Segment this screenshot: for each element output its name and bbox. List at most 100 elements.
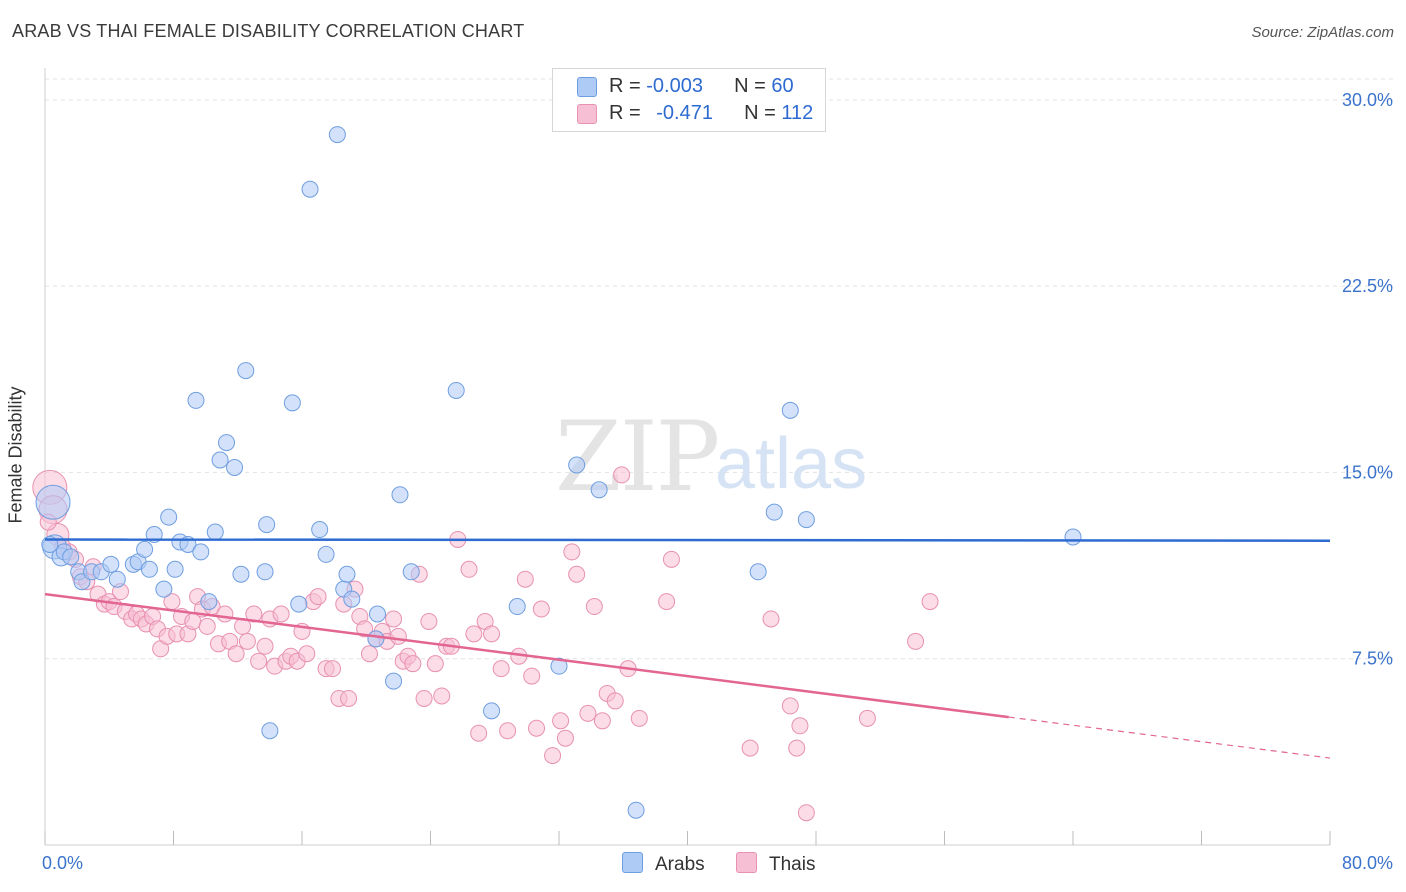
- arab-point: [283, 394, 301, 412]
- thai-point: [360, 645, 378, 663]
- arab-point: [62, 548, 80, 566]
- thai-point: [385, 610, 403, 628]
- y-tick-label-0: 7.5%: [1352, 649, 1393, 669]
- arabs-swatch: [577, 77, 597, 97]
- legend-item-arabs[interactable]: Arabs: [622, 852, 705, 876]
- arab-point: [166, 560, 184, 578]
- arab-point: [328, 126, 346, 144]
- thai-point: [797, 804, 815, 822]
- arab-point: [261, 722, 279, 740]
- thai-point: [433, 687, 451, 705]
- arabs-r-value: -0.003: [646, 75, 703, 97]
- thai-point: [532, 600, 550, 618]
- arab-point: [140, 560, 158, 578]
- arab-point: [136, 540, 154, 558]
- thai-point: [415, 689, 433, 707]
- thai-point: [298, 645, 316, 663]
- arab-point: [367, 630, 385, 648]
- arab-point: [232, 565, 250, 583]
- thai-point: [309, 588, 327, 606]
- thai-point: [250, 652, 268, 670]
- thai-point: [579, 704, 597, 722]
- thais-swatch: [577, 104, 597, 124]
- thai-point: [921, 593, 939, 611]
- thai-point: [788, 739, 806, 757]
- arab-point: [343, 590, 361, 608]
- thai-point: [544, 747, 562, 765]
- axes: [44, 68, 1331, 846]
- arab-point: [483, 702, 501, 720]
- thai-point: [426, 655, 444, 673]
- arab-point: [290, 595, 308, 613]
- arab-point: [187, 391, 205, 409]
- chart-title: ARAB VS THAI FEMALE DISABILITY CORRELATI…: [12, 21, 525, 41]
- arab-point: [550, 657, 568, 675]
- arab-point: [508, 598, 526, 616]
- x-tick-label-min: 0.0%: [42, 853, 83, 873]
- thai-point: [465, 625, 483, 643]
- arabs-legend-label: Arabs: [655, 854, 705, 875]
- thai-point: [420, 612, 438, 630]
- arabs-points: [35, 126, 1082, 819]
- arab-point: [447, 381, 465, 399]
- thai-point: [470, 724, 488, 742]
- thai-point: [741, 739, 759, 757]
- thais-r-value: -0.471: [656, 102, 713, 124]
- thai-point: [272, 605, 290, 623]
- thai-point: [324, 660, 342, 678]
- arab-point: [781, 401, 799, 419]
- thai-point: [492, 660, 510, 678]
- thai-point: [227, 645, 245, 663]
- thai-point: [523, 667, 541, 685]
- arab-point: [211, 451, 229, 469]
- thai-point: [483, 625, 501, 643]
- thai-point: [404, 655, 422, 673]
- thai-point: [460, 560, 478, 578]
- arab-point: [226, 458, 244, 476]
- thai-point: [516, 570, 534, 588]
- stats-legend: R = -0.003 N = 60 R = -0.471 N = 112: [552, 68, 826, 132]
- arab-point: [206, 523, 224, 541]
- thais-legend-label: Thais: [769, 854, 816, 875]
- arabs-legend-swatch: [622, 852, 643, 873]
- thai-point: [762, 610, 780, 628]
- thai-point: [216, 605, 234, 623]
- stats-text-arabs: R = -0.003 N = 60: [609, 75, 794, 97]
- arab-point: [102, 555, 120, 573]
- arab-trend-line: [44, 538, 1331, 542]
- thais-n-value: 112: [781, 102, 814, 124]
- arab-point: [311, 521, 329, 539]
- arab-point: [402, 563, 420, 581]
- y-axis-label: Female Disability: [5, 386, 26, 524]
- thai-point: [528, 719, 546, 737]
- stats-text-thais: R = -0.471 N = 112: [609, 102, 814, 124]
- thai-point: [613, 466, 631, 484]
- thai-point: [256, 637, 274, 655]
- watermark-zip: ZIP: [555, 401, 718, 513]
- thai-point: [630, 709, 648, 727]
- thai-point: [556, 729, 574, 747]
- thai-point: [499, 722, 517, 740]
- x-tick-label-max: 80.0%: [1342, 853, 1393, 873]
- arab-point: [237, 362, 255, 380]
- legend-item-thais[interactable]: Thais: [736, 852, 815, 876]
- arab-point: [391, 486, 409, 504]
- arab-point: [568, 456, 586, 474]
- tick-labels: 7.5% 15.0% 22.5% 30.0% 0.0% 80.0%: [42, 90, 1393, 873]
- arab-point: [218, 434, 236, 452]
- trend-lines: [44, 538, 1331, 759]
- arab-point: [368, 605, 386, 623]
- thai-point: [585, 598, 603, 616]
- arab-point: [765, 503, 783, 521]
- thai-trend-extension: [1008, 716, 1331, 759]
- arab-point: [258, 516, 276, 534]
- thai-point: [662, 550, 680, 568]
- arab-point: [108, 570, 126, 588]
- thai-point: [907, 632, 925, 650]
- arab-point: [338, 565, 356, 583]
- arab-point: [317, 545, 335, 563]
- watermark: ZIP atlas: [555, 401, 867, 513]
- thai-point: [858, 709, 876, 727]
- thai-point: [356, 620, 374, 638]
- arab-point: [256, 563, 274, 581]
